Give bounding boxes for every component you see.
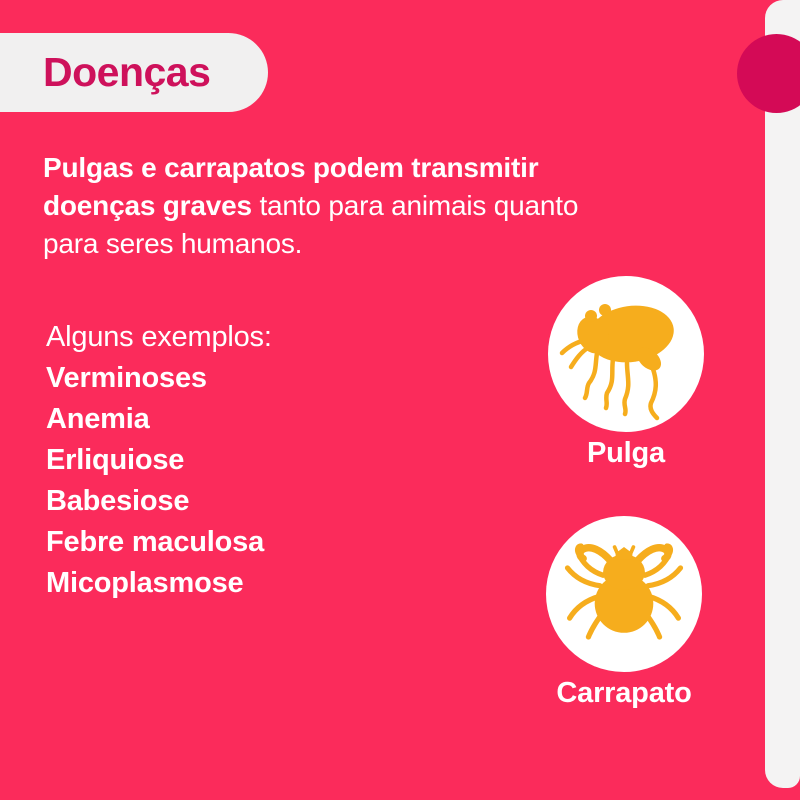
examples-list: Alguns exemplos: Verminoses Anemia Erliq…: [46, 317, 466, 604]
right-side-panel: [765, 0, 800, 788]
flea-icon: [559, 304, 674, 421]
intro-line-2: doenças graves tanto para animais quanto: [43, 190, 579, 221]
accent-circle: [737, 34, 800, 113]
tick-label: Carrapato: [556, 677, 692, 709]
page-title: Doenças: [43, 49, 211, 95]
list-item: Anemia: [46, 403, 150, 435]
title-badge: Doenças: [0, 33, 268, 112]
tick-icon: [564, 543, 684, 640]
list-item: Verminoses: [46, 362, 207, 394]
intro-line-3: para seres humanos.: [43, 228, 303, 259]
list-item: Febre maculosa: [46, 526, 265, 558]
examples-heading: Alguns exemplos:: [46, 321, 272, 353]
list-item: Micoplasmose: [46, 567, 244, 599]
intro-line-1: Pulgas e carrapatos podem transmitir: [43, 152, 539, 183]
list-item: Erliquiose: [46, 444, 185, 476]
list-item: Babesiose: [46, 485, 190, 517]
intro-paragraph: Pulgas e carrapatos podem transmitir doe…: [43, 149, 663, 263]
flea-label: Pulga: [587, 437, 665, 469]
